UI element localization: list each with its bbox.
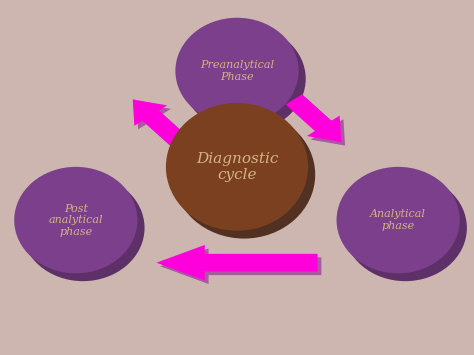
Polygon shape (137, 103, 192, 151)
Ellipse shape (344, 175, 467, 281)
Ellipse shape (166, 103, 308, 231)
Polygon shape (156, 245, 318, 280)
Polygon shape (133, 99, 188, 147)
Text: Post
analytical
phase: Post analytical phase (49, 203, 103, 237)
Polygon shape (160, 248, 321, 284)
Polygon shape (286, 94, 341, 142)
Ellipse shape (14, 167, 137, 273)
Ellipse shape (182, 26, 306, 132)
Ellipse shape (175, 18, 299, 124)
Ellipse shape (337, 167, 460, 273)
Ellipse shape (173, 111, 315, 239)
Text: Preanalytical
Phase: Preanalytical Phase (200, 60, 274, 82)
Text: Diagnostic
cycle: Diagnostic cycle (196, 152, 278, 182)
Ellipse shape (21, 175, 145, 281)
Polygon shape (290, 98, 345, 146)
Text: Analytical
phase: Analytical phase (370, 209, 426, 231)
